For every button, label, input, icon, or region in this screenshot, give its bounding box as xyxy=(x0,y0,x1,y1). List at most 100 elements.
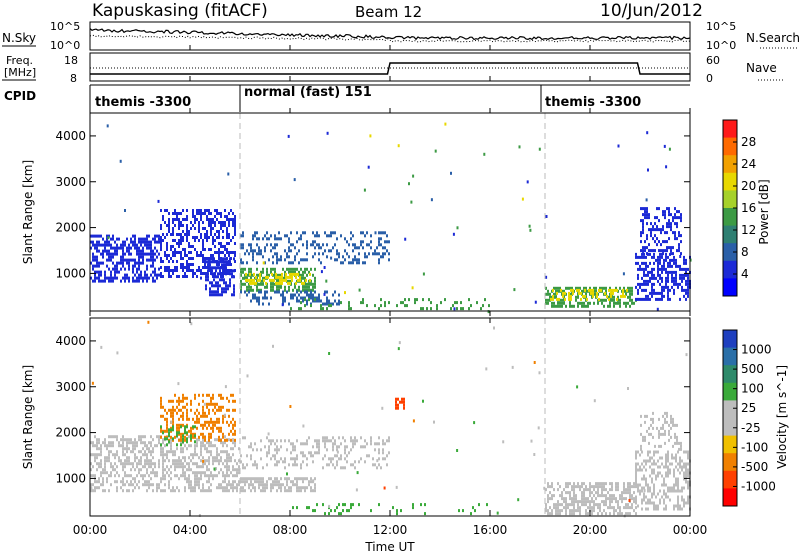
heatmap-cell xyxy=(140,462,142,466)
heatmap-cell xyxy=(412,419,415,423)
heatmap-cell xyxy=(601,512,603,516)
heatmap-cell xyxy=(266,451,268,455)
heatmap-cell xyxy=(639,282,641,286)
heatmap-cell xyxy=(280,489,282,493)
heatmap-cell xyxy=(118,456,120,460)
heatmap-cell xyxy=(354,255,356,259)
heatmap-cell xyxy=(162,431,164,435)
heatmap-cell xyxy=(146,279,148,283)
heatmap-cell xyxy=(615,500,617,504)
heatmap-cell xyxy=(296,477,298,481)
heatmap-cell xyxy=(186,447,188,451)
heatmap-cell xyxy=(565,286,567,290)
heatmap-cell xyxy=(274,463,276,467)
heatmap-cell xyxy=(681,468,683,472)
heatmap-cell xyxy=(388,252,390,256)
heatmap-cell xyxy=(226,465,228,469)
heatmap-cell xyxy=(207,269,209,273)
heatmap-cell xyxy=(649,276,651,280)
heatmap-cell xyxy=(180,254,182,257)
heatmap-cell xyxy=(190,434,192,438)
heatmap-cell xyxy=(304,442,306,446)
heatmap-cell xyxy=(665,165,668,169)
heatmap-cell xyxy=(620,294,622,298)
heatmap-cell xyxy=(128,441,130,445)
heatmap-cell xyxy=(654,444,656,448)
heatmap-cell xyxy=(366,243,368,247)
heatmap-cell xyxy=(194,393,196,397)
heatmap-cell xyxy=(118,237,120,241)
heatmap-cell xyxy=(256,252,258,256)
heatmap-cell xyxy=(658,228,660,232)
heatmap-cell xyxy=(205,260,207,264)
heatmap-cell xyxy=(615,482,617,486)
heatmap-cell xyxy=(657,273,659,277)
heatmap-cell xyxy=(234,399,236,403)
heatmap-cell xyxy=(640,219,642,223)
heatmap-cell xyxy=(186,233,188,236)
heatmap-cell xyxy=(190,221,192,224)
heatmap-cell xyxy=(144,465,146,469)
heatmap-cell xyxy=(288,240,290,244)
heatmap-cell xyxy=(545,488,547,492)
heatmap-cell xyxy=(648,249,650,253)
heatmap-cell xyxy=(172,450,174,454)
heatmap-cell xyxy=(166,426,168,430)
heatmap-cell xyxy=(320,261,322,265)
heatmap-cell xyxy=(652,420,654,424)
heatmap-cell xyxy=(354,460,356,464)
heatmap-cell xyxy=(170,408,172,412)
heatmap-cell xyxy=(328,457,330,461)
heatmap-cell xyxy=(328,249,330,253)
heatmap-cell xyxy=(364,255,366,259)
heatmap-cell xyxy=(653,489,655,493)
heatmap-cell xyxy=(146,243,148,247)
heatmap-cell xyxy=(218,242,220,245)
heatmap-cell xyxy=(308,451,310,455)
heatmap-cell xyxy=(110,435,112,439)
heatmap-cell xyxy=(295,272,297,276)
heatmap-cell xyxy=(485,367,488,371)
heatmap-cell xyxy=(302,480,304,484)
heatmap-cell xyxy=(669,462,671,466)
heatmap-cell xyxy=(192,257,194,260)
heatmap-cell xyxy=(168,269,170,272)
heatmap-cell xyxy=(232,393,234,397)
heatmap-cell xyxy=(354,246,356,250)
heatmap-cell xyxy=(209,257,211,261)
heatmap-cell xyxy=(259,275,261,279)
heatmap-cell xyxy=(360,231,362,235)
heatmap-cell xyxy=(221,272,223,276)
heatmap-cell xyxy=(264,234,266,238)
heatmap-cell xyxy=(482,304,484,308)
heatmap-cell xyxy=(134,441,136,445)
heatmap-cell xyxy=(376,442,378,446)
heatmap-cell xyxy=(182,440,184,444)
heatmap-cell xyxy=(206,441,208,445)
heatmap-cell xyxy=(150,240,152,244)
x-axis-label: Time UT xyxy=(364,540,415,554)
heatmap-cell xyxy=(200,432,202,436)
heatmap-cell xyxy=(323,292,326,296)
heatmap-cell xyxy=(228,480,230,484)
heatmap-cell xyxy=(290,231,292,235)
heatmap-cell xyxy=(172,254,174,257)
heatmap-cell xyxy=(146,246,148,250)
heatmap-cell xyxy=(312,285,314,289)
heatmap-cell xyxy=(114,264,116,268)
heatmap-cell xyxy=(198,420,200,424)
heatmap-cell xyxy=(673,288,675,292)
heatmap-cell xyxy=(146,264,148,268)
heatmap-cell xyxy=(112,441,114,445)
heatmap-cell xyxy=(677,477,679,481)
heatmap-cell xyxy=(92,255,94,259)
heatmap-cell xyxy=(106,471,108,475)
heatmap-cell xyxy=(640,240,642,244)
heatmap-cell xyxy=(416,298,418,302)
heatmap-cell xyxy=(112,444,114,448)
heatmap-cell xyxy=(154,444,156,448)
heatmap-cell xyxy=(603,488,605,492)
heatmap-cell xyxy=(302,424,305,428)
heatmap-cell xyxy=(238,465,240,469)
heatmap-cell xyxy=(314,285,316,289)
